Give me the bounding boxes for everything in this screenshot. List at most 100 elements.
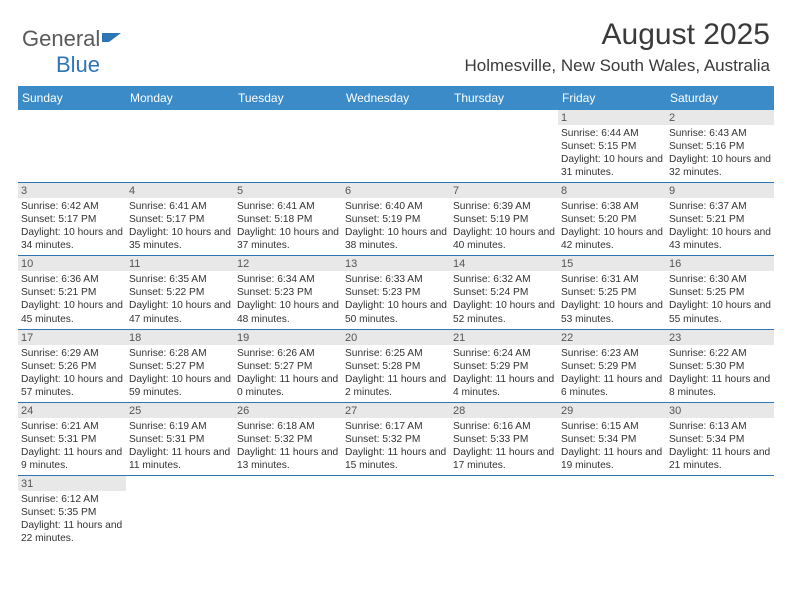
day-number: 7: [450, 183, 558, 198]
cell-line: Daylight: 10 hours and 59 minutes.: [129, 373, 231, 399]
day-cell: Sunrise: 6:28 AMSunset: 5:27 PMDaylight:…: [126, 345, 234, 402]
cell-line: Daylight: 11 hours and 4 minutes.: [453, 373, 555, 399]
location-text: Holmesville, New South Wales, Australia: [18, 56, 770, 76]
cell-line: Sunrise: 6:44 AM: [561, 127, 663, 140]
day-cell: Sunrise: 6:44 AMSunset: 5:15 PMDaylight:…: [558, 125, 666, 182]
cell-line: Sunrise: 6:39 AM: [453, 200, 555, 213]
cell-line: Sunset: 5:18 PM: [237, 213, 339, 226]
cell-line: Sunrise: 6:35 AM: [129, 273, 231, 286]
day-cell: Sunrise: 6:40 AMSunset: 5:19 PMDaylight:…: [342, 198, 450, 255]
day-header: Thursday: [450, 86, 558, 110]
cell-line: Daylight: 10 hours and 35 minutes.: [129, 226, 231, 252]
cell-line: Daylight: 11 hours and 17 minutes.: [453, 446, 555, 472]
cell-line: Daylight: 10 hours and 53 minutes.: [561, 299, 663, 325]
cell-line: Sunset: 5:19 PM: [453, 213, 555, 226]
day-number: 14: [450, 256, 558, 271]
day-number: [450, 110, 558, 125]
cell-line: Sunset: 5:29 PM: [561, 360, 663, 373]
day-number: 25: [126, 403, 234, 418]
cell-line: Sunset: 5:34 PM: [669, 433, 771, 446]
cell-line: Sunrise: 6:37 AM: [669, 200, 771, 213]
day-cell: [558, 491, 666, 548]
day-number: 24: [18, 403, 126, 418]
day-number: 30: [666, 403, 774, 418]
day-header: Friday: [558, 86, 666, 110]
day-cell: [234, 125, 342, 182]
cell-line: Sunset: 5:17 PM: [129, 213, 231, 226]
day-cell: Sunrise: 6:39 AMSunset: 5:19 PMDaylight:…: [450, 198, 558, 255]
cell-line: Daylight: 10 hours and 37 minutes.: [237, 226, 339, 252]
daynum-row: 12: [18, 110, 774, 125]
day-number: 29: [558, 403, 666, 418]
cell-line: Sunset: 5:17 PM: [21, 213, 123, 226]
daynum-row: 3456789: [18, 183, 774, 198]
cell-line: Sunset: 5:21 PM: [21, 286, 123, 299]
logo-flag-icon: [101, 32, 123, 48]
cell-line: Daylight: 10 hours and 50 minutes.: [345, 299, 447, 325]
logo: General Blue: [22, 26, 123, 78]
cell-line: Sunrise: 6:17 AM: [345, 420, 447, 433]
day-number: 16: [666, 256, 774, 271]
day-header: Wednesday: [342, 86, 450, 110]
cell-line: Sunrise: 6:32 AM: [453, 273, 555, 286]
cell-line: Sunrise: 6:21 AM: [21, 420, 123, 433]
cell-line: Daylight: 10 hours and 48 minutes.: [237, 299, 339, 325]
logo-text1: General: [22, 26, 100, 51]
cell-line: Sunrise: 6:23 AM: [561, 347, 663, 360]
cell-line: Sunrise: 6:42 AM: [21, 200, 123, 213]
week-row: Sunrise: 6:42 AMSunset: 5:17 PMDaylight:…: [18, 198, 774, 256]
day-number: 10: [18, 256, 126, 271]
day-cell: Sunrise: 6:41 AMSunset: 5:18 PMDaylight:…: [234, 198, 342, 255]
cell-line: Sunset: 5:16 PM: [669, 140, 771, 153]
day-header: Tuesday: [234, 86, 342, 110]
day-cell: Sunrise: 6:22 AMSunset: 5:30 PMDaylight:…: [666, 345, 774, 402]
day-cell: Sunrise: 6:26 AMSunset: 5:27 PMDaylight:…: [234, 345, 342, 402]
daynum-row: 17181920212223: [18, 330, 774, 345]
cell-line: Daylight: 10 hours and 57 minutes.: [21, 373, 123, 399]
cell-line: Daylight: 11 hours and 2 minutes.: [345, 373, 447, 399]
cell-line: Sunset: 5:31 PM: [129, 433, 231, 446]
cell-line: Sunset: 5:32 PM: [237, 433, 339, 446]
week-row: Sunrise: 6:44 AMSunset: 5:15 PMDaylight:…: [18, 125, 774, 183]
cell-line: Daylight: 11 hours and 19 minutes.: [561, 446, 663, 472]
cell-line: Sunrise: 6:33 AM: [345, 273, 447, 286]
day-cell: Sunrise: 6:43 AMSunset: 5:16 PMDaylight:…: [666, 125, 774, 182]
cell-line: Sunset: 5:34 PM: [561, 433, 663, 446]
cell-line: Daylight: 11 hours and 13 minutes.: [237, 446, 339, 472]
cell-line: Sunrise: 6:24 AM: [453, 347, 555, 360]
day-number: 28: [450, 403, 558, 418]
day-cell: Sunrise: 6:25 AMSunset: 5:28 PMDaylight:…: [342, 345, 450, 402]
header: August 2025 Holmesville, New South Wales…: [18, 18, 774, 76]
cell-line: Daylight: 10 hours and 34 minutes.: [21, 226, 123, 252]
day-number: 15: [558, 256, 666, 271]
cell-line: Sunrise: 6:43 AM: [669, 127, 771, 140]
cell-line: Sunrise: 6:25 AM: [345, 347, 447, 360]
week-row: Sunrise: 6:36 AMSunset: 5:21 PMDaylight:…: [18, 271, 774, 329]
calendar: SundayMondayTuesdayWednesdayThursdayFrid…: [18, 86, 774, 548]
cell-line: Daylight: 11 hours and 22 minutes.: [21, 519, 123, 545]
day-number: 3: [18, 183, 126, 198]
day-number: 18: [126, 330, 234, 345]
cell-line: Daylight: 10 hours and 31 minutes.: [561, 153, 663, 179]
cell-line: Daylight: 11 hours and 6 minutes.: [561, 373, 663, 399]
day-cell: Sunrise: 6:13 AMSunset: 5:34 PMDaylight:…: [666, 418, 774, 475]
day-number: [234, 110, 342, 125]
day-cell: Sunrise: 6:38 AMSunset: 5:20 PMDaylight:…: [558, 198, 666, 255]
day-cell: Sunrise: 6:12 AMSunset: 5:35 PMDaylight:…: [18, 491, 126, 548]
day-number: 13: [342, 256, 450, 271]
cell-line: Daylight: 11 hours and 21 minutes.: [669, 446, 771, 472]
cell-line: Daylight: 10 hours and 55 minutes.: [669, 299, 771, 325]
cell-line: Sunrise: 6:29 AM: [21, 347, 123, 360]
cell-line: Daylight: 11 hours and 8 minutes.: [669, 373, 771, 399]
day-number: 1: [558, 110, 666, 125]
day-cell: [234, 491, 342, 548]
day-cell: [450, 125, 558, 182]
day-number: 19: [234, 330, 342, 345]
cell-line: Daylight: 11 hours and 0 minutes.: [237, 373, 339, 399]
cell-line: Sunset: 5:15 PM: [561, 140, 663, 153]
day-number: [126, 476, 234, 491]
day-cell: Sunrise: 6:23 AMSunset: 5:29 PMDaylight:…: [558, 345, 666, 402]
day-cell: [342, 491, 450, 548]
cell-line: Sunset: 5:23 PM: [237, 286, 339, 299]
day-number: 8: [558, 183, 666, 198]
